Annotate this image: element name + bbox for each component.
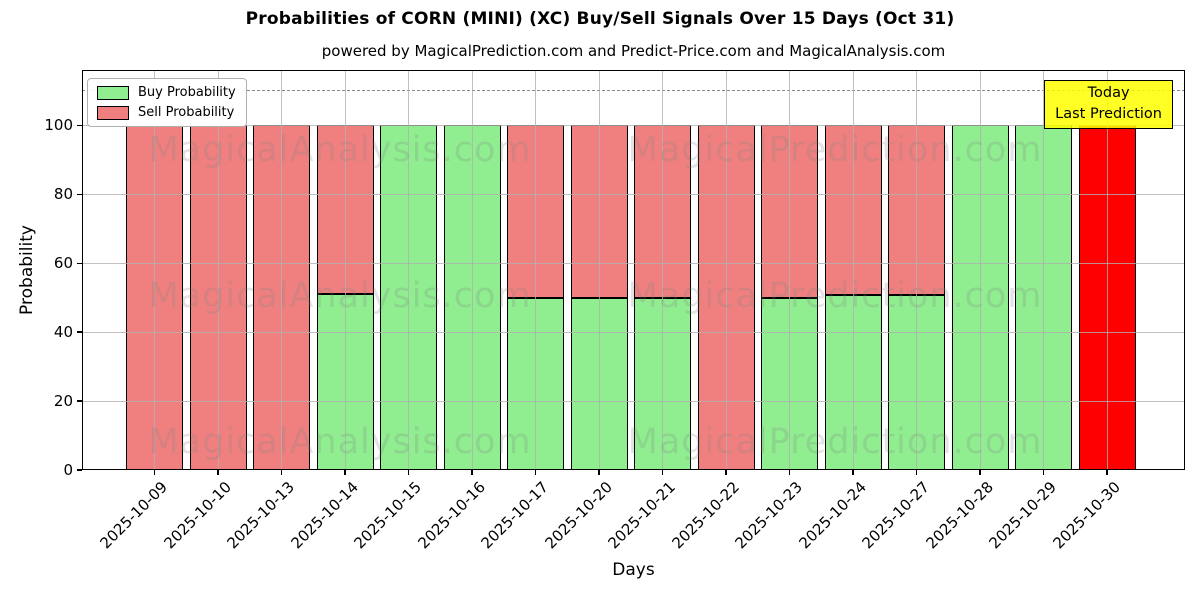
x-tick-label: 2025-10-28: [922, 478, 997, 553]
x-tick-mark: [534, 470, 537, 475]
x-tick-label: 2025-10-20: [541, 478, 616, 553]
x-tick-label: 2025-10-16: [414, 478, 489, 553]
today-annotation-line1: Today: [1087, 85, 1130, 101]
x-tick-mark: [852, 470, 854, 475]
legend-item-buy: Buy Probability: [97, 85, 236, 100]
y-tick-mark: [77, 262, 82, 264]
x-tick-mark: [280, 470, 283, 475]
x-tick-label: 2025-10-17: [477, 478, 553, 553]
y-axis-label: Probability: [17, 225, 37, 315]
y-tick-label: 40: [53, 323, 73, 342]
today-annotation: Today Last Prediction: [1044, 80, 1173, 130]
legend-item-sell: Sell Probability: [97, 105, 236, 120]
v-gridline: [154, 70, 155, 470]
v-gridline: [281, 70, 282, 470]
x-tick-label: 2025-10-09: [96, 478, 172, 553]
v-gridline: [471, 70, 473, 470]
x-tick-label: 2025-10-13: [223, 478, 299, 553]
y-tick-label: 80: [53, 185, 73, 204]
v-gridline: [598, 70, 600, 470]
y-tick-mark: [77, 400, 82, 402]
legend-label-buy: Buy Probability: [138, 85, 236, 100]
watermark-text: MagicalPrediction.com: [627, 422, 1043, 462]
sell-swatch-icon: [97, 105, 129, 120]
watermark-text: MagicalAnalysis.com: [148, 422, 532, 462]
x-tick-label: 2025-10-27: [858, 478, 934, 553]
x-tick-mark: [598, 470, 600, 475]
watermark-text: MagicalAnalysis.com: [148, 276, 532, 316]
v-gridline: [916, 70, 917, 470]
y-tick-mark: [77, 469, 82, 471]
h-gridline: [82, 124, 1185, 126]
h-gridline: [82, 331, 1185, 333]
chart-subtitle: powered by MagicalPrediction.com and Pre…: [321, 42, 946, 60]
watermark-text: MagicalPrediction.com: [627, 130, 1043, 170]
v-gridline: [1043, 70, 1044, 470]
y-tick-label: 20: [53, 392, 73, 411]
h-gridline: [82, 262, 1185, 264]
v-gridline: [217, 70, 219, 470]
buy-swatch-icon: [97, 85, 129, 100]
chart-title: Probabilities of CORN (MINI) (XC) Buy/Se…: [245, 9, 955, 29]
x-tick-mark: [217, 470, 219, 475]
v-gridline: [535, 70, 536, 470]
v-gridline: [662, 70, 663, 470]
x-tick-label: 2025-10-14: [287, 478, 362, 553]
v-gridline: [725, 70, 727, 470]
x-tick-mark: [788, 470, 791, 475]
x-tick-label: 2025-10-22: [668, 478, 743, 553]
watermark-text: MagicalPrediction.com: [627, 276, 1043, 316]
threshold-dashed-line: [82, 90, 1185, 92]
x-tick-label: 2025-10-30: [1049, 478, 1124, 553]
legend-label-sell: Sell Probability: [138, 105, 235, 120]
x-axis-label: Days: [612, 560, 655, 580]
plot-area: Buy Probability Sell Probability Today L…: [82, 70, 1185, 470]
v-gridline: [408, 70, 409, 470]
v-gridline: [1106, 70, 1108, 470]
x-tick-mark: [1042, 470, 1045, 475]
x-tick-mark: [661, 470, 664, 475]
v-gridline: [852, 70, 854, 470]
x-tick-label: 2025-10-10: [160, 478, 235, 553]
h-gridline: [82, 400, 1185, 402]
x-tick-mark: [915, 470, 918, 475]
x-tick-mark: [979, 470, 981, 475]
v-gridline: [979, 70, 981, 470]
v-gridline: [789, 70, 790, 470]
x-tick-label: 2025-10-23: [731, 478, 807, 553]
y-tick-label: 60: [53, 254, 73, 273]
y-tick-mark: [77, 124, 82, 126]
today-annotation-line2: Last Prediction: [1055, 106, 1162, 123]
x-tick-label: 2025-10-15: [350, 478, 426, 553]
x-tick-mark: [407, 470, 410, 475]
y-tick-label: 100: [44, 116, 73, 135]
watermark-text: MagicalAnalysis.com: [148, 130, 532, 170]
x-tick-label: 2025-10-21: [604, 478, 680, 553]
y-tick-label: 0: [63, 461, 73, 479]
x-tick-mark: [344, 470, 346, 475]
x-tick-mark: [1106, 470, 1108, 475]
x-tick-mark: [471, 470, 473, 475]
y-tick-mark: [77, 193, 82, 195]
v-gridline: [344, 70, 346, 470]
x-tick-label: 2025-10-24: [795, 478, 870, 553]
y-tick-mark: [77, 331, 82, 333]
x-tick-label: 2025-10-29: [985, 478, 1061, 553]
h-gridline: [82, 193, 1185, 195]
x-tick-mark: [153, 470, 156, 475]
x-tick-mark: [725, 470, 727, 475]
legend: Buy Probability Sell Probability: [87, 78, 247, 127]
